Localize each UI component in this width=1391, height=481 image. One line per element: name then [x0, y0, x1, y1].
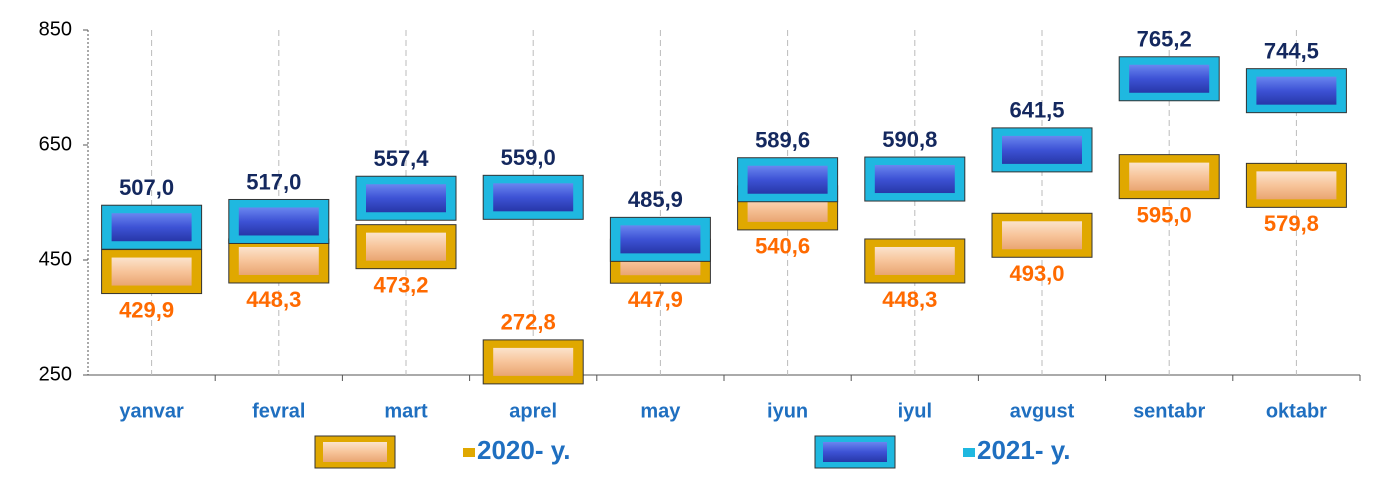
value-label: 765,2	[1137, 27, 1192, 52]
value-label: 473,2	[373, 272, 428, 297]
value-label: 590,8	[882, 127, 937, 152]
value-label: 517,0	[246, 169, 301, 194]
value-label: 559,0	[501, 145, 556, 170]
x-tick-label: mart	[384, 400, 428, 422]
value-label: 493,0	[1009, 261, 1064, 286]
marker-face	[366, 184, 446, 213]
marker-face	[366, 232, 446, 261]
x-tick-label: oktabr	[1266, 400, 1327, 422]
legend-label: 2021- y.	[977, 435, 1070, 465]
value-label: 429,9	[119, 297, 174, 322]
x-tick-label: aprel	[509, 400, 557, 422]
value-label: 272,8	[501, 310, 556, 335]
x-tick-label: yanvar	[119, 400, 184, 422]
marker-face	[1256, 171, 1337, 200]
marker-face	[620, 225, 701, 254]
value-label: 579,8	[1264, 211, 1319, 236]
marker-face	[238, 246, 319, 275]
value-label: 448,3	[882, 287, 937, 312]
value-label: 595,0	[1137, 202, 1192, 227]
y-tick-label: 850	[39, 18, 72, 40]
marker-face	[111, 213, 192, 242]
value-label: 448,3	[246, 287, 301, 312]
marker-face	[1002, 135, 1082, 164]
value-label: 507,0	[119, 175, 174, 200]
value-label: 485,9	[628, 187, 683, 212]
legend-swatch-face	[823, 442, 887, 462]
value-label: 744,5	[1264, 38, 1319, 63]
value-label: 589,6	[755, 128, 810, 153]
marker-face	[111, 257, 192, 286]
x-tick-label: avgust	[1010, 400, 1075, 422]
marker-face	[874, 165, 955, 194]
marker-face	[874, 246, 955, 275]
x-tick-label: fevral	[252, 400, 305, 422]
marker-face	[747, 165, 828, 194]
x-tick-label: sentabr	[1133, 400, 1205, 422]
legend-swatch-face	[323, 442, 387, 462]
legend-key	[963, 448, 975, 457]
marker-face	[493, 347, 574, 376]
x-tick-label: iyul	[898, 400, 932, 422]
value-label: 557,4	[373, 146, 429, 171]
value-label: 447,9	[628, 287, 683, 312]
x-tick-label: may	[640, 400, 681, 422]
marker-face	[238, 207, 319, 236]
marker-face	[493, 183, 574, 212]
marker-face	[1129, 162, 1210, 191]
marker-face	[1129, 64, 1210, 93]
y-tick-label: 650	[39, 133, 72, 155]
x-tick-label: iyun	[767, 400, 808, 422]
y-tick-label: 250	[39, 363, 72, 385]
value-label: 540,6	[755, 234, 810, 259]
legend-label: 2020- y.	[477, 435, 570, 465]
marker-face	[1256, 76, 1337, 105]
legend-key	[463, 448, 475, 457]
marker-face	[1002, 221, 1082, 250]
y-tick-label: 450	[39, 248, 72, 270]
value-label: 641,5	[1009, 98, 1064, 123]
